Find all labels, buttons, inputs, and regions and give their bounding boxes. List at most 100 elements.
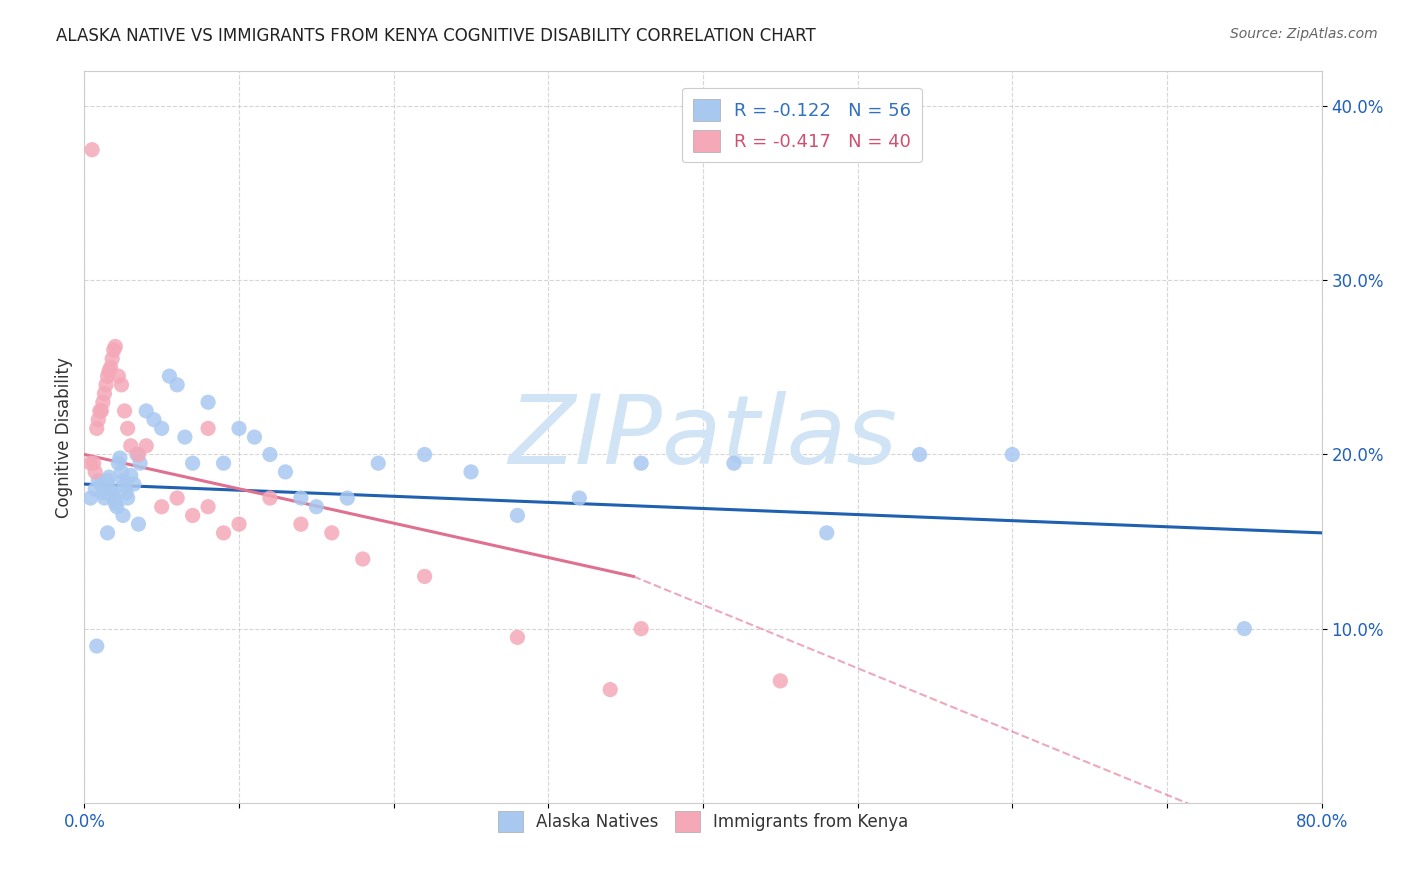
Point <box>166 491 188 505</box>
Point <box>181 456 204 470</box>
Point <box>367 456 389 470</box>
Point <box>110 377 132 392</box>
Point <box>181 508 204 523</box>
Point <box>104 496 127 510</box>
Point <box>93 491 115 505</box>
Point <box>122 477 145 491</box>
Point <box>90 477 112 491</box>
Point <box>336 491 359 505</box>
Point <box>86 639 108 653</box>
Point <box>83 456 105 470</box>
Point <box>98 470 121 484</box>
Point <box>96 474 118 488</box>
Point <box>112 474 135 488</box>
Point <box>120 468 142 483</box>
Point <box>103 343 125 357</box>
Point <box>103 491 125 505</box>
Point <box>107 456 129 470</box>
Point <box>112 508 135 523</box>
Point <box>100 360 122 375</box>
Point <box>100 483 122 497</box>
Point <box>212 456 235 470</box>
Point <box>305 500 328 514</box>
Point <box>290 517 312 532</box>
Point <box>120 439 142 453</box>
Point <box>908 448 931 462</box>
Point <box>166 377 188 392</box>
Point <box>159 369 180 384</box>
Point <box>197 421 219 435</box>
Point <box>630 622 652 636</box>
Point <box>143 412 166 426</box>
Point <box>107 369 129 384</box>
Point <box>108 450 131 465</box>
Point <box>115 485 138 500</box>
Point <box>87 474 110 488</box>
Point <box>90 404 112 418</box>
Point <box>104 339 127 353</box>
Text: Source: ZipAtlas.com: Source: ZipAtlas.com <box>1230 27 1378 41</box>
Point <box>630 456 652 470</box>
Point <box>568 491 591 505</box>
Legend: Alaska Natives, Immigrants from Kenya: Alaska Natives, Immigrants from Kenya <box>491 805 915 838</box>
Point <box>114 479 136 493</box>
Point <box>96 525 118 540</box>
Point <box>89 404 111 418</box>
Point <box>506 631 529 645</box>
Point <box>79 491 101 505</box>
Point <box>117 491 139 505</box>
Point <box>101 351 124 366</box>
Point <box>114 404 136 418</box>
Point <box>91 485 114 500</box>
Point <box>212 525 235 540</box>
Point <box>243 430 266 444</box>
Y-axis label: Cognitive Disability: Cognitive Disability <box>55 357 73 517</box>
Point <box>723 456 745 470</box>
Text: ZIPatlas: ZIPatlas <box>509 391 897 483</box>
Point <box>769 673 792 688</box>
Point <box>259 448 281 462</box>
Point <box>352 552 374 566</box>
Point <box>197 395 219 409</box>
Point <box>79 456 101 470</box>
Point <box>321 525 343 540</box>
Point <box>117 421 139 435</box>
Point <box>98 364 121 378</box>
Point <box>87 412 110 426</box>
Point <box>127 448 149 462</box>
Point <box>127 517 149 532</box>
Point <box>274 465 297 479</box>
Point <box>94 479 117 493</box>
Point <box>110 465 132 479</box>
Point <box>101 485 124 500</box>
Point <box>1233 622 1256 636</box>
Point <box>506 508 529 523</box>
Point <box>84 483 107 497</box>
Point <box>84 465 107 479</box>
Point <box>82 143 104 157</box>
Point <box>125 448 148 462</box>
Point <box>290 491 312 505</box>
Point <box>228 421 250 435</box>
Point <box>228 517 250 532</box>
Point <box>94 377 117 392</box>
Point <box>815 525 838 540</box>
Point <box>174 430 197 444</box>
Point <box>129 456 152 470</box>
Point <box>1001 448 1024 462</box>
Point <box>150 421 173 435</box>
Text: ALASKA NATIVE VS IMMIGRANTS FROM KENYA COGNITIVE DISABILITY CORRELATION CHART: ALASKA NATIVE VS IMMIGRANTS FROM KENYA C… <box>56 27 815 45</box>
Point <box>86 421 108 435</box>
Point <box>135 439 157 453</box>
Point <box>413 569 436 583</box>
Point <box>460 465 482 479</box>
Point <box>197 500 219 514</box>
Point <box>105 500 128 514</box>
Point <box>259 491 281 505</box>
Point <box>93 386 115 401</box>
Point <box>599 682 621 697</box>
Point <box>91 395 114 409</box>
Point <box>135 404 157 418</box>
Point <box>96 369 118 384</box>
Point <box>150 500 173 514</box>
